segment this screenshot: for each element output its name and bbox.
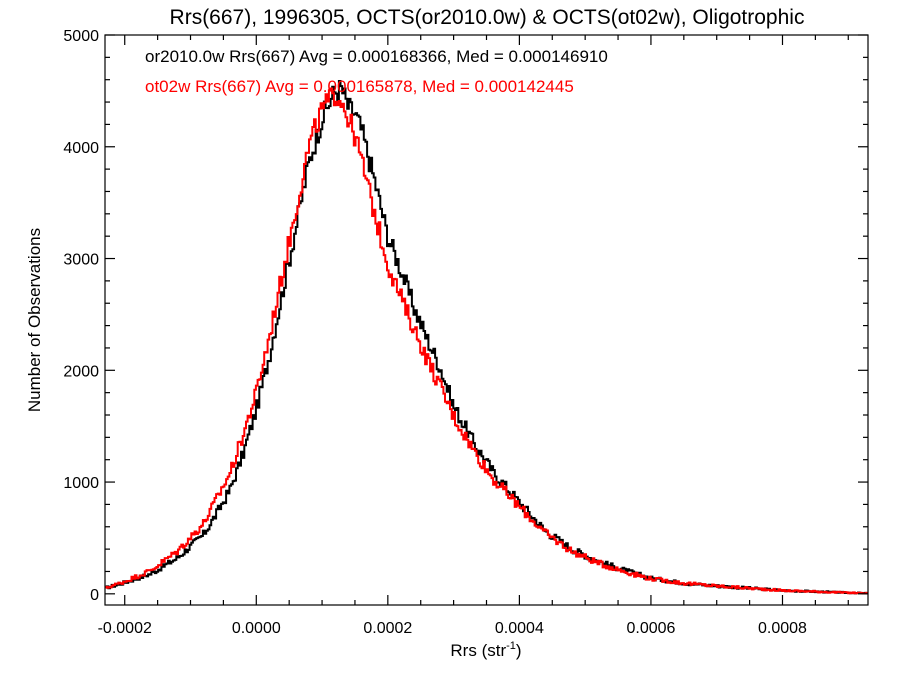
x-axis-label-main: Rrs (str: [450, 641, 506, 660]
chart-title: Rrs(667), 1996305, OCTS(or2010.0w) & OCT…: [170, 6, 805, 29]
x-tick-label: 0.0006: [626, 620, 675, 637]
y-tick-label: 5000: [63, 28, 99, 45]
y-tick-label: 0: [90, 587, 99, 604]
x-tick-label: -0.0002: [98, 620, 152, 637]
y-tick-label: 1000: [63, 475, 99, 492]
annotation-or2010-stats: or2010.0w Rrs(667) Avg = 0.000168366, Me…: [145, 47, 608, 66]
x-tick-label: 0.0002: [363, 620, 412, 637]
y-tick-label: 2000: [63, 363, 99, 380]
ticks-layer: -0.0002 0.0000 0.0002 0.0004 0.0006 0.0008 0 10…: [63, 28, 868, 637]
x-tick-label: 0.0008: [758, 620, 807, 637]
x-tick-label: 0.0000: [232, 620, 281, 637]
x-axis-label-superscript: -1: [506, 640, 516, 652]
y-axis-label: Number of Observations: [25, 228, 44, 412]
y-tick-label: 3000: [63, 252, 99, 269]
x-axis-label-close: ): [516, 641, 522, 660]
x-axis-label: Rrs (str-1): [450, 640, 521, 660]
series-or2010.0w-histogram: [105, 80, 868, 595]
series-layer: [105, 80, 868, 595]
plot-frame: [104, 34, 869, 606]
series-ot02w-histogram: [105, 87, 868, 595]
y-tick-label: 4000: [63, 140, 99, 157]
x-tick-label: 0.0004: [495, 620, 544, 637]
annotation-ot02w-stats: ot02w Rrs(667) Avg = 0.000165878, Med = …: [145, 77, 574, 96]
